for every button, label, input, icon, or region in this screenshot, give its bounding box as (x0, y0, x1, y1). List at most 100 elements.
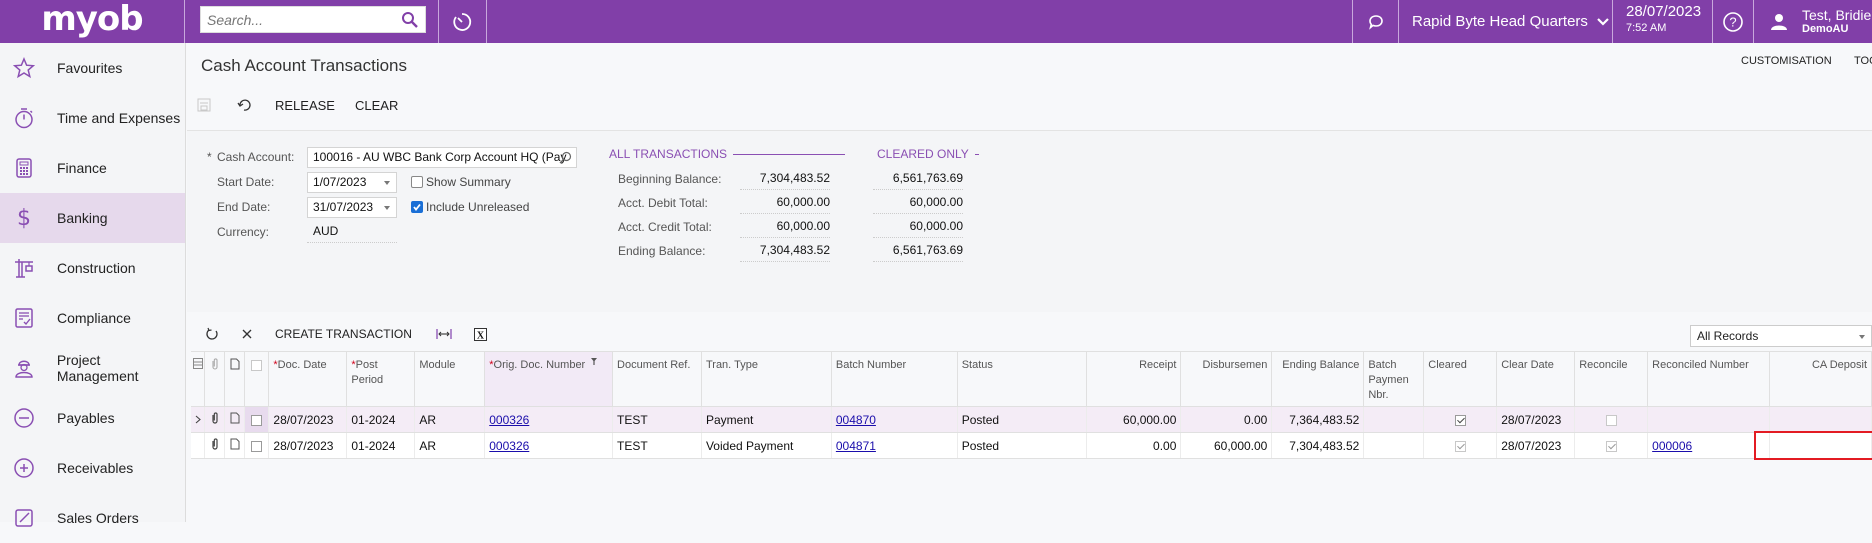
disbursement-cell[interactable]: 60,000.00 (1180, 432, 1273, 459)
post-period-cell[interactable]: 01-2024 (346, 406, 416, 433)
ca-deposit-cell[interactable] (1769, 406, 1872, 433)
module-cell[interactable]: AR (414, 406, 486, 433)
chat-button[interactable] (1353, 0, 1398, 43)
select-all-header[interactable] (244, 351, 270, 407)
checkbox-box[interactable] (411, 176, 423, 188)
row-expand-cell[interactable] (191, 406, 206, 433)
reconcile-checkbox[interactable] (1605, 414, 1617, 426)
lookup-icon[interactable] (559, 151, 572, 164)
column-settings-header[interactable] (191, 351, 206, 407)
column-clear-date[interactable]: Clear Date (1496, 351, 1576, 407)
sidebar-item-sales-orders[interactable]: Sales Orders (0, 493, 185, 543)
status-cell[interactable]: Posted (957, 432, 1088, 459)
column-ca-deposit[interactable]: CA Deposit (1769, 351, 1872, 407)
column-cleared[interactable]: Cleared (1423, 351, 1498, 407)
batch-payment-nbr-cell[interactable] (1363, 406, 1425, 433)
table-row[interactable]: 28/07/2023 01-2024 AR 000326 TEST Voided… (191, 432, 1872, 459)
doc-date-cell[interactable]: 28/07/2023 (268, 432, 348, 459)
module-cell[interactable]: AR (414, 432, 486, 459)
clear-date-cell[interactable]: 28/07/2023 (1496, 432, 1576, 459)
column-receipt[interactable]: Receipt (1086, 351, 1182, 407)
business-date[interactable]: 28/07/2023 7:52 AM (1626, 3, 1701, 37)
cleared-cell[interactable] (1423, 406, 1498, 433)
dropdown-arrow-icon[interactable] (384, 181, 390, 185)
reconcile-cell[interactable] (1574, 406, 1649, 433)
note-cell[interactable] (224, 406, 246, 433)
search-input[interactable] (201, 7, 396, 32)
checkbox-box[interactable] (411, 201, 423, 213)
attachment-cell[interactable] (204, 432, 226, 459)
column-doc-date[interactable]: *Doc. Date (268, 351, 348, 407)
batch-number-cell[interactable]: 004871 (831, 432, 958, 459)
reconcile-cell[interactable] (1574, 432, 1649, 459)
release-button[interactable]: RELEASE (275, 97, 335, 113)
ca-deposit-cell[interactable] (1769, 432, 1872, 459)
receipt-cell[interactable]: 60,000.00 (1086, 406, 1182, 433)
orig-doc-number-link[interactable]: 000326 (489, 412, 530, 427)
column-ending-balance[interactable]: Ending Balance (1271, 351, 1365, 407)
show-summary-checkbox[interactable]: Show Summary (411, 175, 511, 189)
sidebar-item-project-management[interactable]: Project Management (0, 343, 185, 393)
batch-number-cell[interactable]: 004870 (831, 406, 958, 433)
help-button[interactable]: ? (1713, 0, 1753, 43)
ending-balance-cell[interactable]: 7,364,483.52 (1271, 406, 1365, 433)
sidebar-item-time-and-expenses[interactable]: Time and Expenses (0, 93, 185, 143)
column-tran-type[interactable]: Tran. Type (701, 351, 832, 407)
column-module[interactable]: Module (414, 351, 486, 407)
row-select-cell[interactable] (244, 432, 270, 459)
save-button[interactable] (197, 98, 211, 112)
reconciled-number-cell[interactable]: 000006 (1647, 432, 1770, 459)
refresh-button[interactable] (205, 327, 219, 341)
search-box[interactable] (200, 6, 426, 33)
customisation-menu[interactable]: CUSTOMISATION (1741, 55, 1832, 67)
reconcile-checkbox[interactable] (1605, 440, 1617, 452)
attachment-cell[interactable] (204, 406, 226, 433)
dropdown-arrow-icon[interactable] (1859, 335, 1865, 339)
delete-row-button[interactable] (241, 328, 253, 340)
note-cell[interactable] (224, 432, 246, 459)
receipt-cell[interactable]: 0.00 (1086, 432, 1182, 459)
myob-logo[interactable]: myob (0, 0, 185, 43)
column-disbursement[interactable]: Disbursemen (1180, 351, 1273, 407)
records-filter-select[interactable]: All Records (1690, 325, 1872, 347)
sidebar-item-construction[interactable]: Construction (0, 243, 185, 293)
export-excel-button[interactable]: X (473, 327, 487, 341)
column-status[interactable]: Status (957, 351, 1088, 407)
doc-date-cell[interactable]: 28/07/2023 (268, 406, 348, 433)
ending-balance-cell[interactable]: 7,304,483.52 (1271, 432, 1365, 459)
document-ref-cell[interactable]: TEST (612, 432, 702, 459)
start-date-field[interactable]: 1/07/2023 (307, 172, 397, 193)
row-select-checkbox[interactable] (251, 440, 263, 452)
sidebar-item-finance[interactable]: Finance (0, 143, 185, 193)
cleared-checkbox[interactable] (1454, 440, 1466, 452)
include-unreleased-checkbox[interactable]: Include Unreleased (411, 200, 529, 214)
tran-type-cell[interactable]: Voided Payment (701, 432, 832, 459)
disbursement-cell[interactable]: 0.00 (1180, 406, 1273, 433)
search-icon[interactable] (401, 11, 419, 29)
column-post-period[interactable]: *Post Period (346, 351, 416, 407)
tools-menu[interactable]: TOOLS (1854, 55, 1872, 67)
fit-columns-button[interactable] (436, 328, 452, 340)
column-batch-payment-nbr[interactable]: Batch Paymen Nbr. (1363, 351, 1425, 407)
orig-doc-number-link[interactable]: 000326 (489, 438, 530, 453)
company-selector[interactable]: Rapid Byte Head Quarters (1412, 0, 1610, 43)
sidebar-item-favourites[interactable]: Favourites (0, 43, 185, 93)
batch-number-link[interactable]: 004870 (835, 412, 876, 427)
tran-type-cell[interactable]: Payment (701, 406, 832, 433)
select-all-checkbox[interactable] (251, 359, 263, 371)
reconciled-number-cell[interactable] (1647, 406, 1770, 433)
column-reconciled-number[interactable]: Reconciled Number (1647, 351, 1770, 407)
cash-account-field[interactable]: 100016 - AU WBC Bank Corp Account HQ (Pa… (307, 147, 577, 168)
status-cell[interactable]: Posted (957, 406, 1088, 433)
create-transaction-button[interactable]: CREATE TRANSACTION (275, 327, 412, 341)
column-document-ref[interactable]: Document Ref. (612, 351, 702, 407)
reconciled-number-link[interactable]: 000006 (1652, 438, 1693, 453)
undo-button[interactable] (237, 98, 251, 112)
sidebar-item-compliance[interactable]: Compliance (0, 293, 185, 343)
batch-number-link[interactable]: 004871 (835, 438, 876, 453)
orig-doc-number-cell[interactable]: 000326 (484, 406, 614, 433)
sidebar-item-banking[interactable]: $ Banking (0, 193, 185, 243)
batch-payment-nbr-cell[interactable] (1363, 432, 1425, 459)
column-reconcile[interactable]: Reconcile (1574, 351, 1649, 407)
column-orig-doc-number[interactable]: *Orig. Doc. Number (484, 351, 614, 407)
